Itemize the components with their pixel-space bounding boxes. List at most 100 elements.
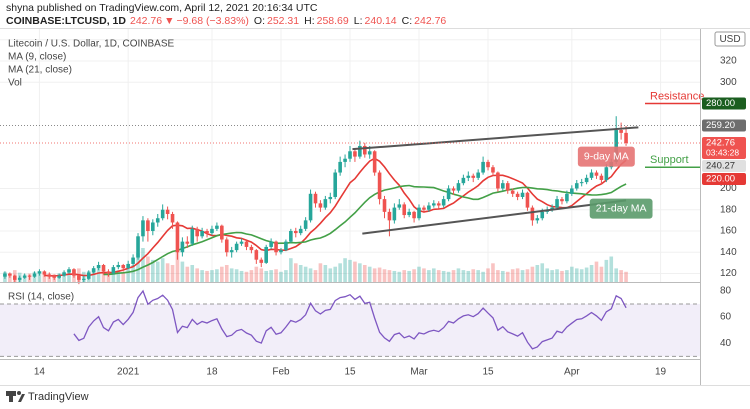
volume-bar — [313, 270, 318, 282]
level-label: Resistance — [650, 90, 704, 102]
volume-bar — [560, 270, 564, 282]
ohlc-value: 252.31 — [267, 15, 299, 27]
volume-bar — [333, 266, 338, 282]
candle-body — [417, 207, 421, 219]
ma-line — [103, 183, 627, 276]
candle-body — [466, 175, 471, 178]
volume-bar — [141, 248, 145, 282]
logo-part — [6, 391, 16, 396]
candle-body — [72, 269, 76, 276]
candle-body — [338, 161, 342, 173]
volume-bar — [446, 271, 451, 282]
candle-body — [47, 274, 52, 277]
candle-body — [229, 250, 234, 253]
volume-bar — [535, 265, 540, 282]
candle-body — [116, 264, 121, 268]
volume-bar — [205, 270, 209, 282]
candle-body — [42, 271, 47, 275]
ohlc-label: O: — [254, 15, 265, 27]
y-tick-label: 180 — [720, 204, 737, 215]
volume-bar — [62, 271, 66, 282]
candle-body — [436, 203, 441, 206]
volume-bar — [451, 270, 456, 282]
ohlc-value: 242.76 — [414, 15, 446, 27]
candle-body — [170, 213, 175, 223]
chart-title: Litecoin / U.S. Dollar, 1D, COINBASE — [8, 39, 175, 50]
price-label-box — [702, 173, 746, 186]
x-tick-label: Apr — [564, 367, 580, 378]
candle-body — [471, 175, 476, 178]
candle-body — [234, 243, 239, 251]
volume-bar — [362, 265, 367, 282]
candle-body — [377, 172, 382, 200]
volume-bar — [348, 259, 352, 282]
volume-pane — [3, 248, 628, 282]
candle-body — [131, 257, 135, 264]
candle-body — [505, 183, 510, 191]
candle-body — [62, 272, 66, 276]
candle-body — [604, 167, 609, 180]
volume-bar — [579, 269, 584, 282]
volume-bar — [37, 270, 42, 282]
annotation-text: 21-day MA — [596, 202, 647, 214]
countdown: 03:43:28 — [706, 147, 739, 157]
candle-body — [362, 145, 367, 155]
volume-bar — [293, 263, 298, 282]
candle-body — [318, 203, 323, 208]
candle-body — [175, 222, 180, 253]
candle-body — [367, 151, 372, 155]
candle-body — [496, 172, 500, 189]
volume-bar — [604, 259, 609, 282]
candle-body — [17, 277, 22, 280]
trendline — [362, 199, 627, 235]
candle-body — [343, 158, 347, 162]
annotation-box — [589, 198, 653, 219]
axis-labels: 14 2021 18 Feb 15 Mar 15 Apr 19 120 140 160 180 200 30… — [34, 34, 746, 378]
candle-body — [121, 264, 126, 269]
volume-bar — [91, 269, 96, 282]
candle-body — [451, 188, 456, 191]
currency: USD — [719, 34, 740, 45]
volume-bar — [67, 270, 71, 282]
brand-logo — [6, 391, 25, 402]
candle-body — [106, 271, 111, 274]
volume-bar — [220, 266, 224, 282]
candle-body — [224, 239, 229, 253]
x-tick-label: 15 — [344, 367, 356, 378]
candle-body — [303, 220, 308, 229]
volume-bar — [289, 258, 293, 282]
volume-bar — [101, 270, 106, 282]
candle-body — [456, 183, 461, 191]
volume-bar — [461, 270, 466, 282]
candle-body — [111, 267, 116, 274]
candle-body — [574, 183, 579, 189]
price-label: 280.00 — [706, 98, 735, 109]
y-tick-label: 200 — [720, 183, 737, 194]
volume-bar — [200, 270, 204, 282]
candle-body — [274, 241, 278, 253]
volume-bar — [427, 270, 431, 282]
volume-bar — [155, 261, 160, 282]
volume-bar — [146, 256, 150, 282]
candle-body — [387, 211, 392, 221]
candle-body — [239, 241, 244, 244]
volume-bar — [599, 266, 604, 282]
volume-bar — [392, 270, 397, 282]
volume-bar — [323, 265, 328, 282]
candle-body — [589, 172, 594, 178]
candle-body — [141, 220, 145, 237]
volume-bar — [170, 265, 175, 282]
candle-body — [550, 207, 554, 210]
volume-bar — [318, 263, 323, 282]
volume-bar — [254, 266, 259, 282]
volume-bar — [264, 270, 268, 282]
candle-body — [348, 151, 352, 159]
annotation-box — [577, 146, 635, 167]
volume-bar — [338, 263, 342, 282]
candle-body — [57, 275, 61, 278]
annotation-text: 9-day MA — [584, 150, 629, 162]
volume-bar — [505, 271, 510, 282]
volume-bar — [387, 270, 392, 282]
candle-body — [205, 230, 209, 234]
